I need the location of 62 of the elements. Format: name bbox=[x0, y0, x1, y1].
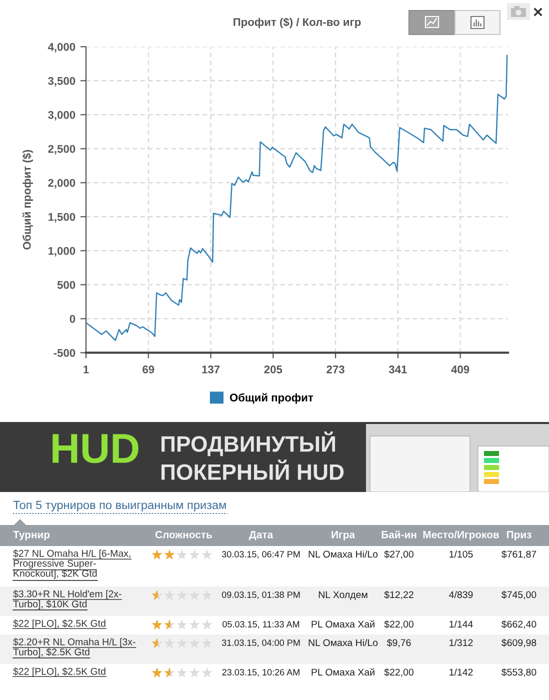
y-tick-label: 4,000 bbox=[48, 42, 76, 52]
text: $662,40 bbox=[502, 620, 536, 629]
text: Игра bbox=[332, 531, 356, 540]
text: $22 [PLO], $2.5K Gtd bbox=[13, 620, 106, 629]
text: HUD bbox=[52, 434, 138, 464]
text: $2.20+R NL Omaha H/L [3x- Turbo], $2.5K Gtd bbox=[13, 638, 136, 658]
y-tick-label: -500 bbox=[54, 348, 76, 357]
x-tick-label: 205 bbox=[264, 365, 282, 374]
y-tick-label: 1,500 bbox=[48, 212, 76, 222]
y-tick-label: 3,500 bbox=[48, 76, 76, 86]
text: 4/839 bbox=[449, 590, 473, 598]
text: NL Омаха Hi/Lo bbox=[308, 550, 378, 558]
chart-title: Профит ($) / Кол-во игр bbox=[234, 18, 361, 28]
y-tick-label: 2,500 bbox=[48, 144, 76, 154]
text: Бай-ин bbox=[382, 530, 416, 538]
text: Сложность bbox=[155, 530, 212, 538]
line-series bbox=[86, 54, 508, 342]
y-tick-label: 0 bbox=[70, 314, 76, 323]
x-tick-label: 273 bbox=[326, 365, 344, 374]
text: $745,00 bbox=[502, 590, 536, 600]
text: ПОКЕРНЫЙ HUD bbox=[161, 460, 344, 480]
text: $22,00 bbox=[384, 668, 414, 677]
text: 23.03.15, 10:26 AM bbox=[222, 669, 300, 676]
text: 1/312 bbox=[450, 638, 473, 646]
text: 1/144 bbox=[450, 620, 473, 628]
y-tick-label: 2,000 bbox=[48, 178, 76, 188]
x-tick-label: 341 bbox=[388, 365, 407, 374]
text: NL Холдем bbox=[318, 591, 368, 600]
text: 09.03.15, 01:38 PM bbox=[222, 592, 300, 599]
legend-label: Общий профит bbox=[230, 393, 314, 404]
text: $22,00 bbox=[384, 620, 414, 629]
text: $609,98 bbox=[502, 638, 536, 648]
text: Дата bbox=[249, 531, 274, 540]
text: $761,87 bbox=[502, 550, 536, 559]
text: PL Омаха Хай bbox=[312, 620, 374, 628]
text: 30.03.15, 06:47 PM bbox=[222, 551, 300, 558]
text: PL Омаха Хай bbox=[312, 668, 374, 676]
text: $553,80 bbox=[502, 668, 536, 677]
text: $9,76 bbox=[386, 638, 411, 648]
text: 1/142 bbox=[450, 668, 473, 676]
text: $3.30+R NL Hold'em [2x- Turbo], $10K Gtd bbox=[13, 590, 122, 610]
text: $27,00 bbox=[384, 550, 414, 559]
text: Место/Игроков bbox=[423, 530, 499, 540]
y-axis-title: Общий профит ($) bbox=[22, 150, 33, 250]
text: NL Омаха Hi/Lo bbox=[308, 638, 378, 646]
text: $12,22 bbox=[384, 590, 414, 600]
text: ПРОДВИНУТЫЙ bbox=[161, 432, 336, 456]
text: 31.03.15, 04:00 PM bbox=[222, 640, 300, 647]
x-tick-label: 409 bbox=[451, 365, 470, 374]
text: Топ 5 турниров по выигранным призам bbox=[13, 500, 226, 512]
y-tick-label: 500 bbox=[57, 280, 76, 289]
y-tick-label: 1,000 bbox=[48, 246, 76, 256]
text: $22 [PLO], $2.5K Gtd bbox=[13, 668, 106, 677]
text: $27 NL Omaha H/L [6-Max, Progressive Super- Knockout], $2K Gtd bbox=[13, 550, 130, 579]
y-tick-label: 3,000 bbox=[48, 110, 76, 120]
text: Приз bbox=[506, 531, 532, 540]
text: 05.03.15, 11:33 AM bbox=[222, 621, 300, 628]
text: Турнир bbox=[13, 531, 50, 540]
x-tick-label: 1 bbox=[84, 366, 89, 374]
x-tick-label: 69 bbox=[142, 365, 154, 374]
text: 1/105 bbox=[450, 550, 473, 558]
x-tick-label: 137 bbox=[202, 365, 220, 374]
